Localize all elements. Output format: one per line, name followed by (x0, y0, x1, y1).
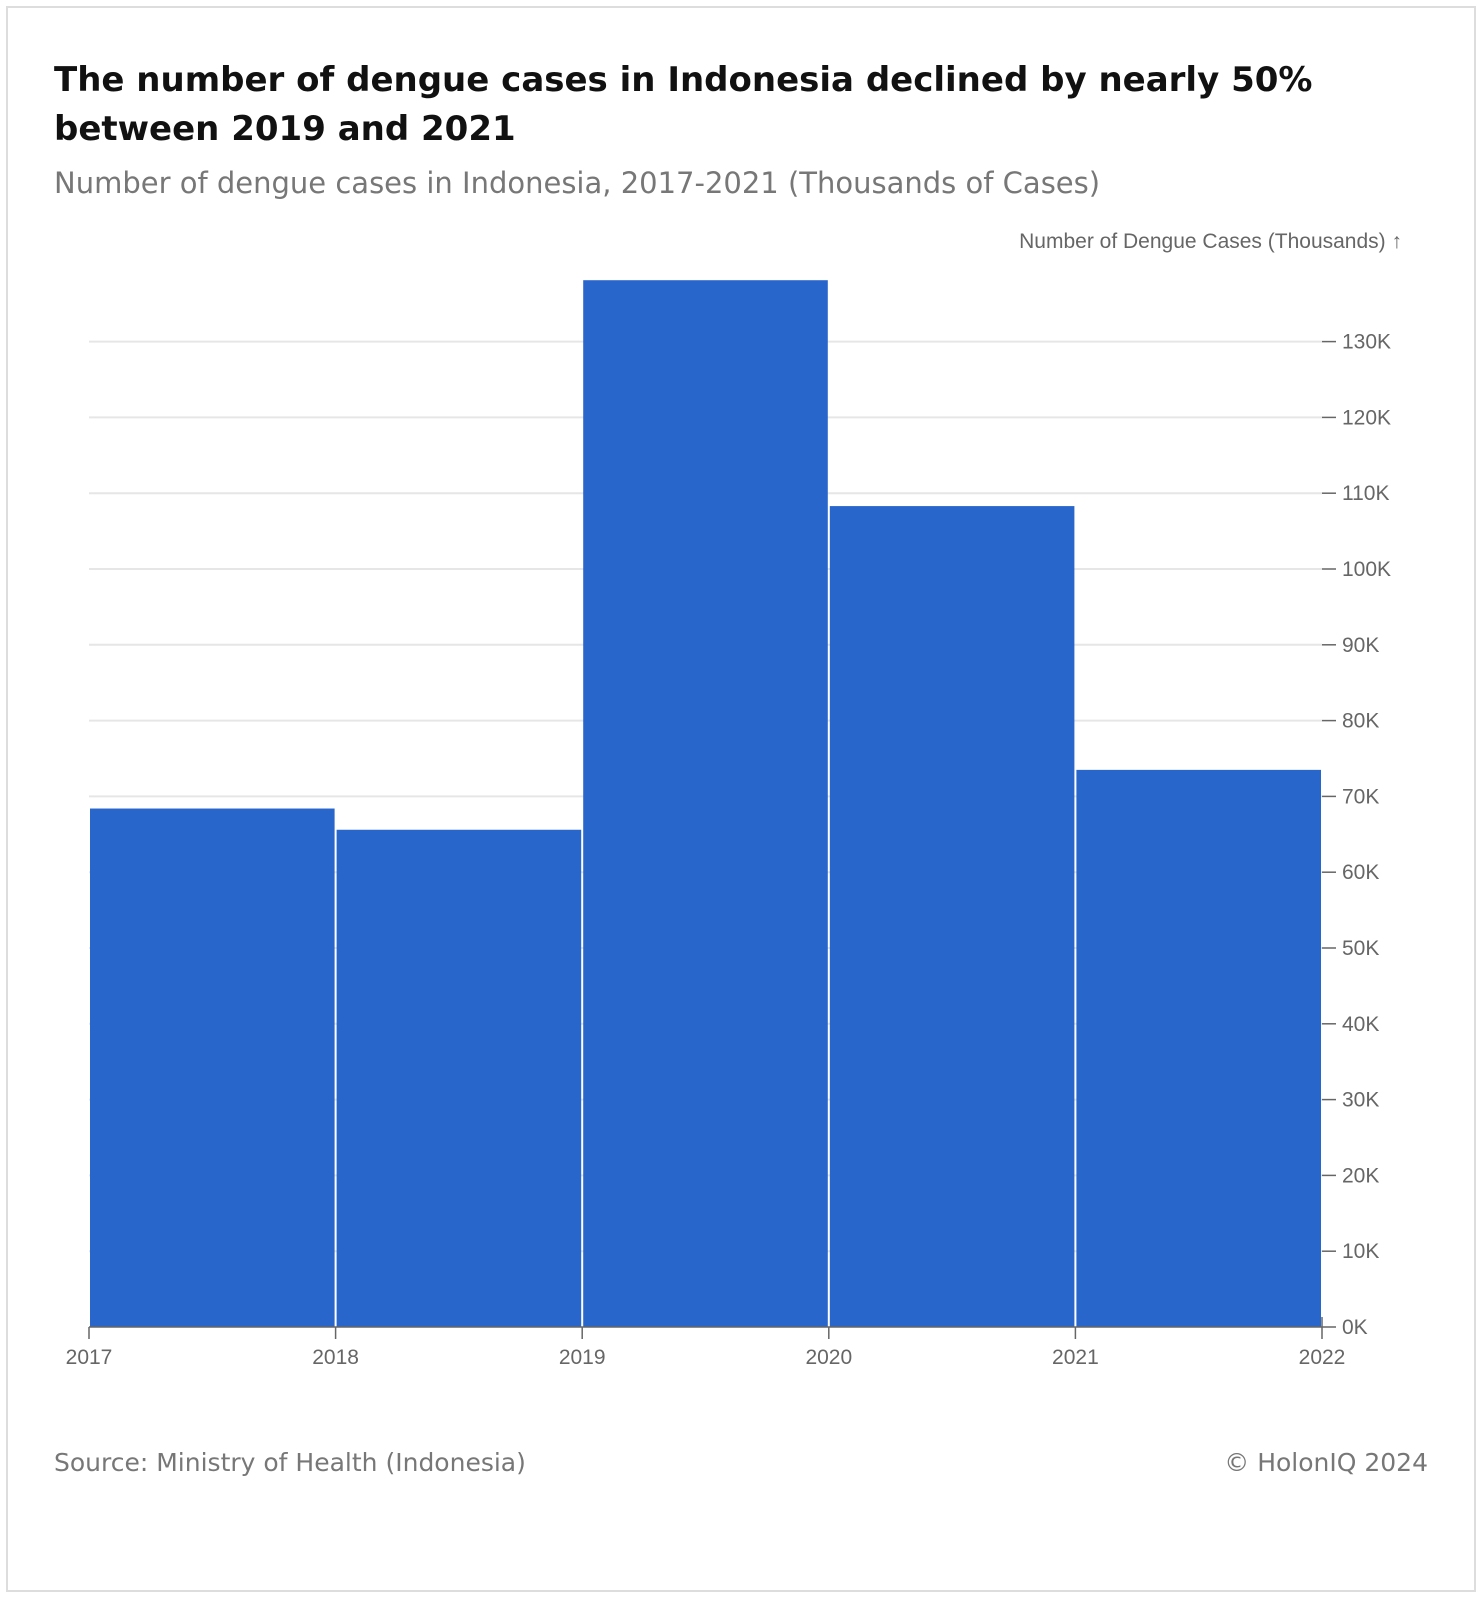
x-tick-label: 2018 (312, 1346, 359, 1369)
y-tick-label: 20K (1342, 1164, 1379, 1187)
source-note: Source: Ministry of Health (Indonesia) (54, 1448, 526, 1477)
y-tick-label: 90K (1342, 634, 1379, 657)
copyright-note: © HolonIQ 2024 (1224, 1448, 1428, 1477)
bar-2017 (90, 808, 335, 1327)
x-tick-label: 2022 (1299, 1346, 1346, 1369)
y-tick-label: 50K (1342, 937, 1379, 960)
bar-2020 (829, 506, 1075, 1327)
y-tick-label: 30K (1342, 1089, 1379, 1112)
bar-2019 (583, 280, 828, 1327)
axes: 0K 10K 20K 30K 40K 50K 60K 70K 80K 90K 100K 110K 120… (66, 331, 1391, 1369)
y-tick-label: 100K (1342, 558, 1391, 581)
x-tick-label: 2019 (559, 1346, 606, 1369)
x-tick-label: 2021 (1052, 1346, 1099, 1369)
y-tick-label: 120K (1342, 406, 1391, 429)
chart-title: The number of dengue cases in Indonesia … (54, 60, 1313, 149)
bar-2018 (336, 829, 582, 1327)
y-tick-label: 110K (1342, 482, 1390, 505)
y-tick-label: 70K (1342, 785, 1379, 808)
x-tick-label: 2020 (805, 1346, 852, 1369)
y-tick-label: 0K (1342, 1316, 1368, 1339)
y-tick-label: 10K (1342, 1240, 1379, 1263)
y-tick-label: 60K (1342, 861, 1379, 884)
y-axis-title: Number of Dengue Cases (Thousands) ↑ (1019, 230, 1402, 253)
y-tick-label: 80K (1342, 710, 1379, 733)
y-tick-label: 130K (1342, 331, 1391, 354)
x-tick-label: 2017 (66, 1346, 113, 1369)
y-tick-label: 40K (1342, 1013, 1379, 1036)
chart-subtitle: Number of dengue cases in Indonesia, 201… (54, 166, 1101, 200)
bar-2021 (1076, 769, 1321, 1327)
bars (90, 280, 1321, 1327)
